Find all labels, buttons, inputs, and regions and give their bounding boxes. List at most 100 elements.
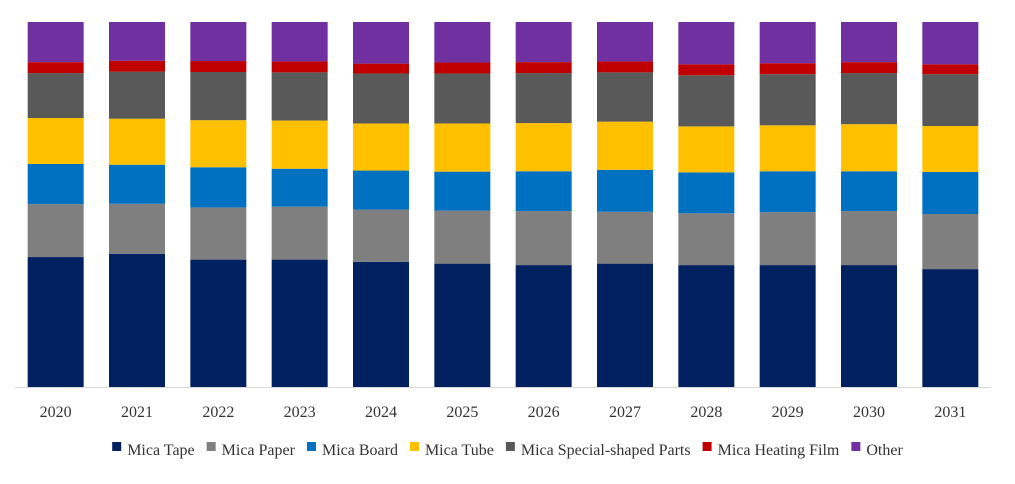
- x-tick-label: 2027: [609, 404, 641, 421]
- bar-segment: [597, 121, 653, 170]
- bar-segment: [109, 71, 165, 119]
- bar-segment: [841, 62, 897, 74]
- bar-segment: [515, 22, 572, 63]
- bar-segment: [109, 164, 165, 204]
- bar-segment: [353, 123, 409, 171]
- bar-segment: [922, 126, 979, 173]
- legend-label: Mica Tape: [127, 442, 194, 459]
- bar-segment: [271, 168, 328, 207]
- bar-segment: [922, 269, 979, 387]
- bar-segment: [190, 259, 247, 387]
- bar-segment: [841, 171, 897, 212]
- bar-segment: [597, 211, 653, 264]
- legend-item: Mica Tape: [112, 442, 195, 459]
- x-tick-label: 2020: [40, 404, 72, 421]
- bar-segment: [841, 124, 897, 172]
- legend-swatch: [306, 442, 316, 451]
- bar-segment: [271, 72, 328, 121]
- bar-segment: [434, 22, 491, 63]
- bar-segment: [678, 22, 735, 65]
- x-tick-labels: 2020 2021 2022 2023 2024 2025 2026 2027 2028 2029…: [40, 404, 967, 421]
- bar-segment: [922, 213, 979, 270]
- bar-segment: [271, 120, 328, 169]
- bar-segment: [271, 206, 328, 260]
- bar-segment: [109, 22, 165, 61]
- bar-segment: [271, 22, 328, 62]
- bar-stack-2026: [515, 22, 572, 387]
- bar-segment: [759, 171, 816, 213]
- x-tick-label: 2028: [690, 404, 722, 421]
- bar-segment: [515, 171, 572, 212]
- bar-stack-2022: [190, 22, 247, 387]
- bar-segment: [597, 169, 653, 212]
- legend-swatch: [851, 442, 861, 451]
- legend-swatch: [702, 442, 712, 451]
- legend-label: Other: [866, 442, 903, 459]
- legend-swatch: [206, 442, 216, 451]
- bar-segment: [841, 73, 897, 125]
- legend-label: Mica Tube: [425, 442, 494, 459]
- bar-segment: [109, 118, 165, 165]
- bar-segment: [759, 265, 816, 387]
- bar-segment: [922, 64, 979, 75]
- bar-segment: [271, 259, 328, 387]
- bar-stack-2023: [271, 22, 328, 387]
- bar-segment: [190, 207, 247, 260]
- x-tick-label: 2021: [121, 404, 153, 421]
- bar-segment: [922, 22, 979, 65]
- bar-stack-2030: [841, 22, 897, 387]
- bar-segment: [27, 73, 84, 118]
- bar-segment: [109, 60, 165, 72]
- bar-stack-2024: [353, 22, 409, 387]
- bar-segment: [190, 72, 247, 121]
- bar-segment: [841, 265, 897, 387]
- bar-segment: [515, 265, 572, 387]
- bar-segment: [759, 125, 816, 172]
- legend-label: Mica Board: [322, 442, 398, 459]
- bar-segment: [597, 263, 653, 387]
- legend-swatch: [409, 442, 419, 451]
- bar-stack-2029: [759, 22, 816, 387]
- bar-segment: [353, 170, 409, 210]
- bar-segment: [27, 22, 84, 63]
- bar-segment: [678, 265, 735, 387]
- bar-segment: [597, 72, 653, 122]
- bar-segment: [841, 211, 897, 266]
- bar-segment: [353, 209, 409, 262]
- bar-segment: [271, 61, 328, 73]
- bar-segment: [678, 64, 735, 76]
- legend-label: Mica Paper: [222, 442, 296, 459]
- bar-segment: [27, 204, 84, 258]
- legend-swatch: [112, 442, 122, 451]
- bar-stack-2031: [922, 22, 979, 387]
- bar-stack-2028: [678, 22, 735, 387]
- bar-segment: [678, 172, 735, 214]
- bar-segment: [27, 163, 84, 205]
- bar-segment: [922, 74, 979, 127]
- bar-segment: [190, 61, 247, 72]
- bar-segment: [434, 171, 491, 211]
- x-tick-label: 2030: [853, 404, 885, 421]
- bars-layer: [27, 22, 979, 387]
- bar-segment: [190, 167, 247, 208]
- legend-item: Mica Heating Film: [702, 442, 840, 459]
- bar-segment: [353, 22, 409, 64]
- bar-segment: [841, 22, 897, 63]
- x-tick-label: 2029: [772, 404, 804, 421]
- bar-segment: [190, 120, 247, 168]
- bar-segment: [678, 75, 735, 127]
- legend-item: Other: [851, 442, 903, 459]
- bar-segment: [109, 203, 165, 254]
- bar-segment: [353, 261, 409, 387]
- x-tick-label: 2031: [934, 404, 966, 421]
- legend-label: Mica Special-shaped Parts: [521, 442, 691, 459]
- bar-segment: [678, 213, 735, 266]
- bar-segment: [27, 257, 84, 387]
- bar-segment: [27, 117, 84, 164]
- legend-item: Mica Special-shaped Parts: [505, 442, 691, 459]
- legend-item: Mica Board: [306, 442, 398, 459]
- bar-segment: [759, 63, 816, 75]
- legend-swatch: [505, 442, 515, 451]
